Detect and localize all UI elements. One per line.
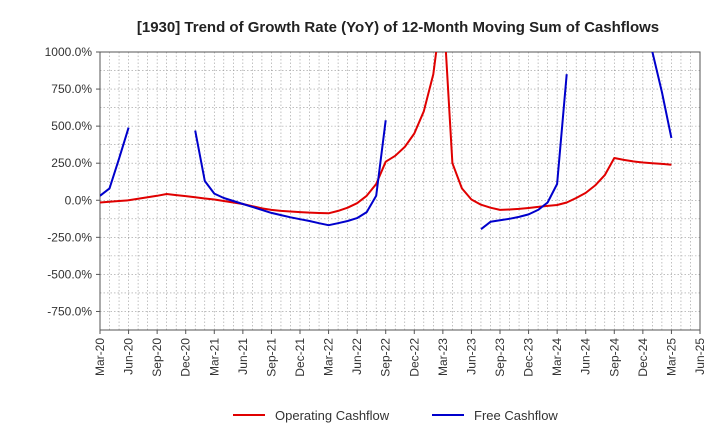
x-tick-label: Sep-23 (493, 338, 507, 377)
y-tick-label: 0.0% (65, 193, 93, 207)
x-tick-label: Jun-21 (236, 338, 250, 375)
legend-label: Operating Cashflow (275, 408, 390, 423)
x-tick-label: Dec-21 (293, 338, 307, 377)
legend-label: Free Cashflow (474, 408, 558, 423)
series-line-free-cashflow (194, 120, 387, 227)
series-line-free-cashflow (480, 74, 568, 230)
x-tick-label: Dec-20 (179, 338, 193, 377)
x-axis: Mar-20 Jun-20 Sep-20 Dec-20 Mar-21 Jun-21 Sep-… (93, 330, 707, 377)
series-line-free-cashflow (651, 52, 673, 139)
x-tick-label: Sep-22 (379, 338, 393, 377)
y-tick-label: -500.0% (47, 267, 92, 281)
x-tick-label: Mar-22 (322, 338, 336, 376)
grid (100, 52, 700, 330)
series-layer (100, 52, 673, 230)
x-tick-label: Jun-24 (579, 338, 593, 375)
x-tick-label: Mar-23 (436, 338, 450, 376)
x-tick-label: Dec-24 (636, 338, 650, 377)
x-tick-label: Sep-24 (607, 338, 621, 377)
x-tick-label: Jun-20 (122, 338, 136, 375)
x-tick-label: Jun-22 (350, 338, 364, 375)
y-tick-label: -250.0% (47, 230, 92, 244)
x-tick-label: Mar-24 (550, 338, 564, 376)
y-tick-label: 750.0% (51, 82, 92, 96)
x-tick-label: Sep-20 (150, 338, 164, 377)
x-tick-label: Dec-23 (522, 338, 536, 377)
x-tick-label: Dec-22 (407, 338, 421, 377)
x-tick-label: Mar-21 (207, 338, 221, 376)
series-line-free-cashflow (100, 127, 130, 197)
x-tick-label: Jun-23 (464, 338, 478, 375)
plot-frame (99, 51, 701, 331)
y-tick-label: 500.0% (51, 119, 92, 133)
y-axis: 1000.0% 750.0% 500.0% 250.0% 0.0% -250.0% -500… (45, 45, 100, 318)
y-tick-label: 1000.0% (45, 45, 93, 59)
chart-title: [1930] Trend of Growth Rate (YoY) of 12-… (137, 19, 659, 36)
y-tick-label: -750.0% (47, 304, 92, 318)
x-tick-label: Jun-25 (693, 338, 707, 375)
x-tick-label: Mar-20 (93, 338, 107, 376)
legend: Operating Cashflow Free Cashflow (233, 408, 558, 423)
x-tick-label: Sep-21 (264, 338, 278, 377)
x-tick-label: Mar-25 (664, 338, 678, 376)
series-line-operating-cashflow (100, 52, 672, 215)
y-tick-label: 250.0% (51, 156, 92, 170)
